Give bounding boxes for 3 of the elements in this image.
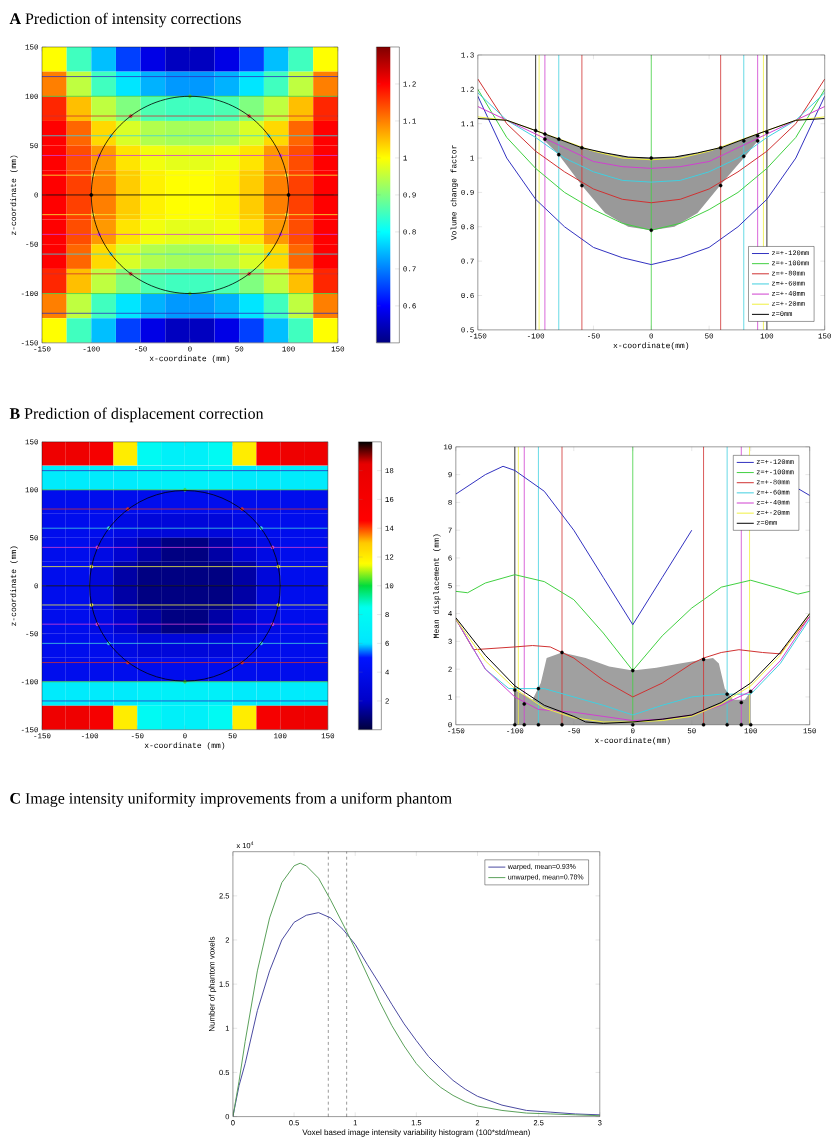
chart-title: B Prediction of displacement correction bbox=[9, 407, 264, 423]
chart-title: C Image intensity uniformity improvements from a uniform phantom bbox=[10, 792, 452, 808]
chart-title: A Prediction of intensity corrections bbox=[9, 12, 241, 28]
